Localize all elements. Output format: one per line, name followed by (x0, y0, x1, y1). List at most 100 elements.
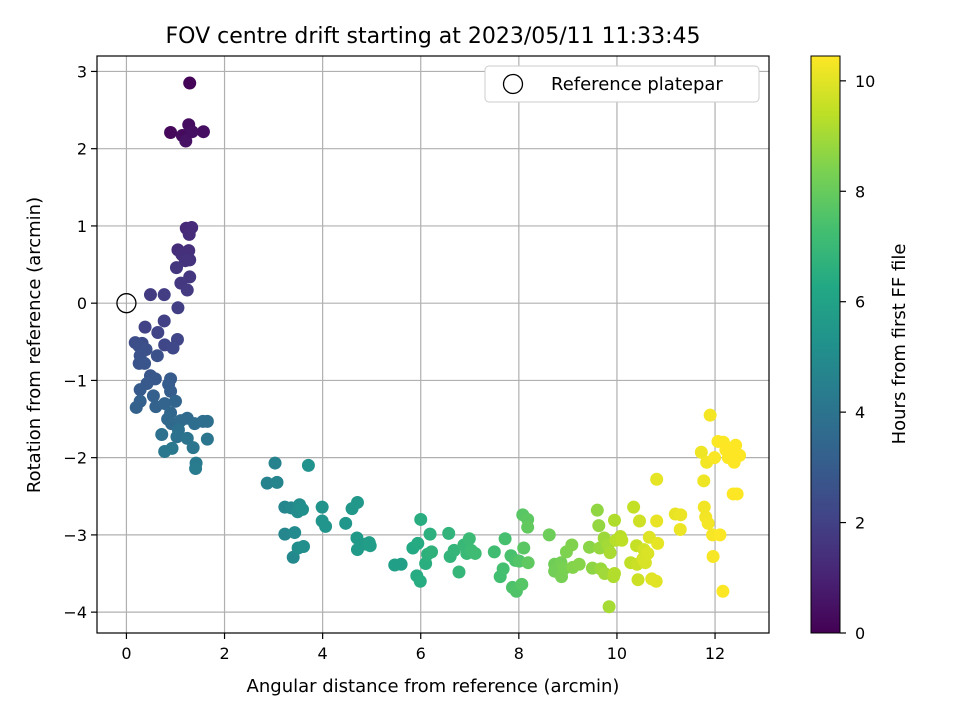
data-point (462, 532, 476, 546)
colorbar-ticks: 0 2 4 6 8 10 (840, 72, 875, 643)
data-point (129, 400, 143, 414)
reference-platepar-point (116, 293, 137, 314)
x-tick-label: 12 (705, 644, 725, 663)
data-point (701, 516, 715, 530)
y-tick-label: −3 (63, 526, 87, 545)
data-point (592, 519, 606, 533)
data-point (649, 574, 663, 588)
x-axis-ticks: 0 2 4 6 8 10 12 (121, 633, 725, 663)
data-point (615, 533, 629, 547)
x-tick-label: 0 (121, 644, 131, 663)
data-point (468, 546, 482, 560)
data-point (650, 514, 664, 528)
y-tick-label: −4 (63, 603, 87, 622)
data-point (200, 414, 214, 428)
data-point (729, 438, 743, 452)
y-tick-label: 2 (77, 140, 87, 159)
colorbar-label: Hours from first FF file (889, 244, 910, 445)
data-point (151, 326, 165, 340)
data-point (498, 532, 512, 546)
data-point (442, 526, 456, 540)
data-point (496, 562, 510, 576)
data-point (158, 397, 172, 411)
reference-marker (116, 293, 137, 314)
data-point (157, 288, 171, 302)
scatter-points (128, 76, 747, 614)
data-point (602, 600, 616, 614)
data-point (319, 519, 333, 533)
data-point (165, 441, 179, 455)
data-point (169, 261, 183, 275)
data-point (164, 125, 178, 139)
data-point (260, 476, 274, 490)
data-point (447, 543, 461, 557)
data-point (694, 445, 708, 459)
data-point (146, 389, 160, 403)
data-point (143, 288, 157, 302)
data-point (706, 550, 720, 564)
data-point (183, 76, 197, 90)
data-point (288, 526, 302, 540)
data-point (339, 516, 353, 530)
y-tick-label: 0 (77, 294, 87, 313)
data-point (423, 527, 437, 541)
colorbar-tick-label: 10 (855, 72, 875, 91)
y-tick-label: 1 (77, 217, 87, 236)
data-point (413, 574, 427, 588)
data-point (733, 448, 747, 462)
data-point (200, 432, 214, 446)
colorbar-tick-label: 6 (855, 293, 865, 312)
y-axis-label: Rotation from reference (arcmin) (24, 197, 45, 493)
data-point (627, 500, 641, 514)
data-point (425, 545, 439, 559)
data-point (631, 573, 645, 587)
data-point (133, 383, 147, 397)
data-point (296, 502, 310, 516)
colorbar: 0 2 4 6 8 10 Hours from first FF file (810, 55, 910, 643)
data-point (703, 408, 717, 422)
data-point (178, 254, 192, 268)
data-point (674, 508, 688, 522)
data-point (168, 394, 182, 408)
data-point (196, 125, 210, 139)
data-point (180, 431, 194, 445)
data-point (315, 500, 329, 514)
data-point (572, 557, 586, 571)
data-point (411, 536, 425, 550)
data-point (565, 538, 579, 552)
data-point (189, 461, 203, 475)
data-point (452, 565, 466, 579)
data-point (179, 134, 193, 148)
x-tick-label: 6 (416, 644, 426, 663)
data-point (164, 384, 178, 398)
data-point (278, 527, 292, 541)
data-point (138, 320, 152, 334)
x-axis-label: Angular distance from reference (arcmin) (247, 676, 620, 697)
data-point (651, 536, 665, 550)
colorbar-tick-label: 8 (855, 182, 865, 201)
colorbar-gradient (810, 55, 841, 634)
data-point (138, 356, 152, 370)
y-tick-label: −2 (63, 449, 87, 468)
colorbar-tick-label: 0 (855, 624, 865, 643)
data-point (713, 528, 727, 542)
colorbar-tick-label: 4 (855, 403, 865, 422)
data-point (590, 503, 604, 517)
data-point (268, 456, 282, 470)
data-point (350, 495, 364, 509)
data-point (697, 500, 711, 514)
data-point (641, 546, 655, 560)
data-point (157, 314, 171, 328)
data-point (607, 567, 621, 581)
data-point (363, 539, 377, 553)
data-point (607, 513, 621, 527)
plot-frame (96, 55, 770, 634)
data-point (716, 584, 730, 598)
x-tick-label: 10 (607, 644, 627, 663)
data-point (270, 475, 284, 489)
legend-entry-reference-platepar: Reference platepar (551, 74, 723, 95)
data-point (708, 451, 722, 465)
data-point (170, 430, 184, 444)
data-point (171, 301, 185, 315)
